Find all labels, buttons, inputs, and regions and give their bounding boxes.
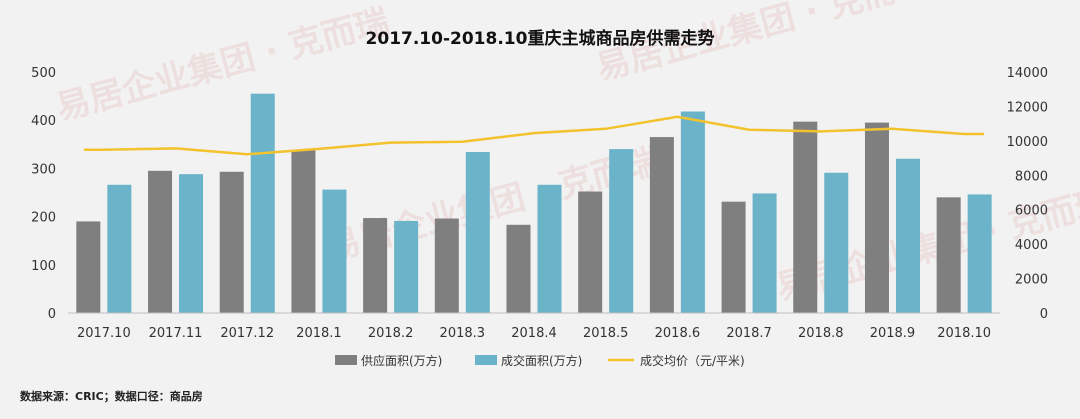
transaction-bar [537,184,562,313]
right-axis-tick-label: 6000 [1015,204,1048,219]
transaction-bar [179,174,204,313]
data-source-note: 数据来源：CRIC；数据口径：商品房 [20,390,203,403]
x-axis-tick-label: 2018.7 [726,326,772,341]
x-axis-tick-label: 2018.2 [368,326,414,341]
supply-bar [506,224,531,313]
x-axis-tick-label: 2018.6 [655,326,701,341]
left-axis-tick-label: 0 [48,307,56,322]
left-axis: 0 100 200 300 400 500 [31,66,56,322]
supply-bar [864,122,889,313]
transaction-bar [250,93,275,313]
supply-bar [148,170,173,313]
left-axis-tick-label: 100 [31,259,56,274]
x-axis: 2017.10 2017.11 2017.12 2018.1 2018.2 2018.3 2… [77,326,991,341]
transaction-bar [394,220,419,313]
x-axis-tick-label: 2017.12 [220,326,274,341]
svg-text:易居企业集团 · 克而瑞: 易居企业集团 · 克而瑞 [52,1,393,128]
left-axis-tick-label: 300 [31,162,56,177]
transaction-bar [609,149,634,313]
right-axis-tick-label: 12000 [1007,100,1048,115]
transaction-bar [895,158,920,313]
right-axis-tick-label: 2000 [1015,273,1048,288]
avg-price-line [83,115,985,156]
bar-series [76,93,992,313]
transaction-bar [752,193,777,313]
right-axis: 0 2000 4000 6000 8000 10000 12000 14000 [1007,66,1048,322]
supply-bar [76,221,101,313]
left-axis-tick-label: 400 [31,114,56,129]
supply-bar [721,201,746,313]
supply-bar [793,121,818,313]
supply-bar [578,191,603,313]
transaction-bar [680,111,705,313]
right-axis-tick-label: 0 [1040,307,1048,322]
supply-bar [291,150,316,313]
x-axis-tick-label: 2018.1 [296,326,342,341]
x-axis-tick-label: 2018.5 [583,326,629,341]
right-axis-tick-label: 4000 [1015,238,1048,253]
transaction-bar [465,152,490,313]
line-series [83,115,985,156]
left-axis-tick-label: 500 [31,66,56,81]
transaction-bar [107,184,132,313]
supply-bar [434,218,459,313]
x-axis-tick-label: 2017.11 [149,326,203,341]
x-axis-tick-label: 2018.3 [440,326,486,341]
left-axis-tick-label: 200 [31,211,56,226]
supply-bar [936,197,961,313]
supply-bar [219,171,244,313]
legend-label: 成交面积(万方) [501,353,582,368]
right-axis-tick-label: 8000 [1015,169,1048,184]
chart-title: 2017.10-2018.10重庆主城商品房供需走势 [366,28,715,49]
x-axis-tick-label: 2018.8 [798,326,844,341]
transaction-bar [967,194,992,313]
transaction-bar [824,172,849,313]
legend: 供应面积(万方) 成交面积(万方) 成交均价（元/平米) [335,353,745,368]
legend-label: 供应面积(万方) [361,353,442,368]
x-axis-tick-label: 2017.10 [77,326,131,341]
legend-swatch [335,355,357,365]
x-axis-tick-label: 2018.4 [511,326,557,341]
transaction-bar [322,189,347,313]
right-axis-tick-label: 10000 [1007,135,1048,150]
supply-bar [363,218,388,313]
right-axis-tick-label: 14000 [1007,66,1048,81]
legend-swatch [475,355,497,365]
x-axis-tick-label: 2018.10 [937,326,991,341]
legend-label: 成交均价（元/平米) [640,353,745,368]
supply-bar [649,137,674,313]
x-axis-tick-label: 2018.9 [870,326,916,341]
